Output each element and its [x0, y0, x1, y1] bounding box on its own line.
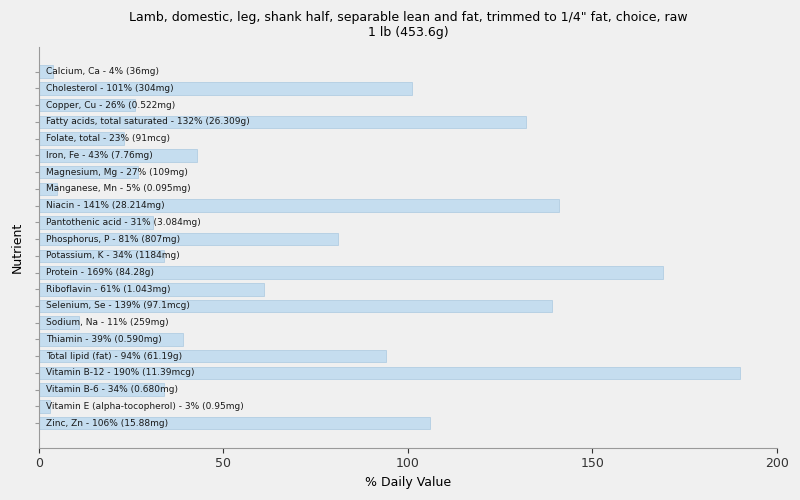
Bar — [38, 82, 411, 94]
Text: Folate, total - 23% (91mcg): Folate, total - 23% (91mcg) — [46, 134, 170, 143]
Text: Copper, Cu - 26% (0.522mg): Copper, Cu - 26% (0.522mg) — [46, 100, 175, 110]
Text: Potassium, K - 34% (1184mg): Potassium, K - 34% (1184mg) — [46, 252, 180, 260]
Title: Lamb, domestic, leg, shank half, separable lean and fat, trimmed to 1/4" fat, ch: Lamb, domestic, leg, shank half, separab… — [129, 11, 687, 39]
Bar — [38, 149, 198, 162]
Text: Iron, Fe - 43% (7.76mg): Iron, Fe - 43% (7.76mg) — [46, 151, 153, 160]
Text: Fatty acids, total saturated - 132% (26.309g): Fatty acids, total saturated - 132% (26.… — [46, 118, 250, 126]
Text: Total lipid (fat) - 94% (61.19g): Total lipid (fat) - 94% (61.19g) — [46, 352, 182, 360]
Text: Riboflavin - 61% (1.043mg): Riboflavin - 61% (1.043mg) — [46, 285, 170, 294]
Text: Zinc, Zn - 106% (15.88mg): Zinc, Zn - 106% (15.88mg) — [46, 418, 168, 428]
Text: Vitamin E (alpha-tocopherol) - 3% (0.95mg): Vitamin E (alpha-tocopherol) - 3% (0.95m… — [46, 402, 244, 411]
X-axis label: % Daily Value: % Daily Value — [365, 476, 451, 489]
Text: Magnesium, Mg - 27% (109mg): Magnesium, Mg - 27% (109mg) — [46, 168, 188, 176]
Bar — [38, 333, 182, 345]
Bar — [38, 99, 134, 112]
Text: Niacin - 141% (28.214mg): Niacin - 141% (28.214mg) — [46, 201, 165, 210]
Bar — [38, 166, 138, 178]
Text: Calcium, Ca - 4% (36mg): Calcium, Ca - 4% (36mg) — [46, 67, 159, 76]
Bar — [38, 250, 164, 262]
Bar — [38, 384, 164, 396]
Bar — [38, 132, 123, 145]
Bar — [38, 300, 552, 312]
Bar — [38, 417, 430, 430]
Y-axis label: Nutrient: Nutrient — [11, 222, 24, 273]
Bar — [38, 316, 79, 329]
Bar — [38, 200, 559, 212]
Bar — [38, 266, 662, 279]
Bar — [38, 116, 526, 128]
Text: Protein - 169% (84.28g): Protein - 169% (84.28g) — [46, 268, 154, 277]
Text: Sodium, Na - 11% (259mg): Sodium, Na - 11% (259mg) — [46, 318, 169, 327]
Bar — [38, 350, 386, 362]
Text: Manganese, Mn - 5% (0.095mg): Manganese, Mn - 5% (0.095mg) — [46, 184, 190, 194]
Text: Vitamin B-6 - 34% (0.680mg): Vitamin B-6 - 34% (0.680mg) — [46, 385, 178, 394]
Bar — [38, 366, 740, 379]
Bar — [38, 66, 54, 78]
Text: Pantothenic acid - 31% (3.084mg): Pantothenic acid - 31% (3.084mg) — [46, 218, 201, 227]
Bar — [38, 216, 153, 228]
Text: Phosphorus, P - 81% (807mg): Phosphorus, P - 81% (807mg) — [46, 234, 180, 244]
Bar — [38, 283, 264, 296]
Text: Thiamin - 39% (0.590mg): Thiamin - 39% (0.590mg) — [46, 335, 162, 344]
Text: Vitamin B-12 - 190% (11.39mcg): Vitamin B-12 - 190% (11.39mcg) — [46, 368, 194, 378]
Bar — [38, 233, 338, 245]
Text: Cholesterol - 101% (304mg): Cholesterol - 101% (304mg) — [46, 84, 174, 93]
Bar — [38, 400, 50, 412]
Text: Selenium, Se - 139% (97.1mcg): Selenium, Se - 139% (97.1mcg) — [46, 302, 190, 310]
Bar — [38, 182, 57, 195]
